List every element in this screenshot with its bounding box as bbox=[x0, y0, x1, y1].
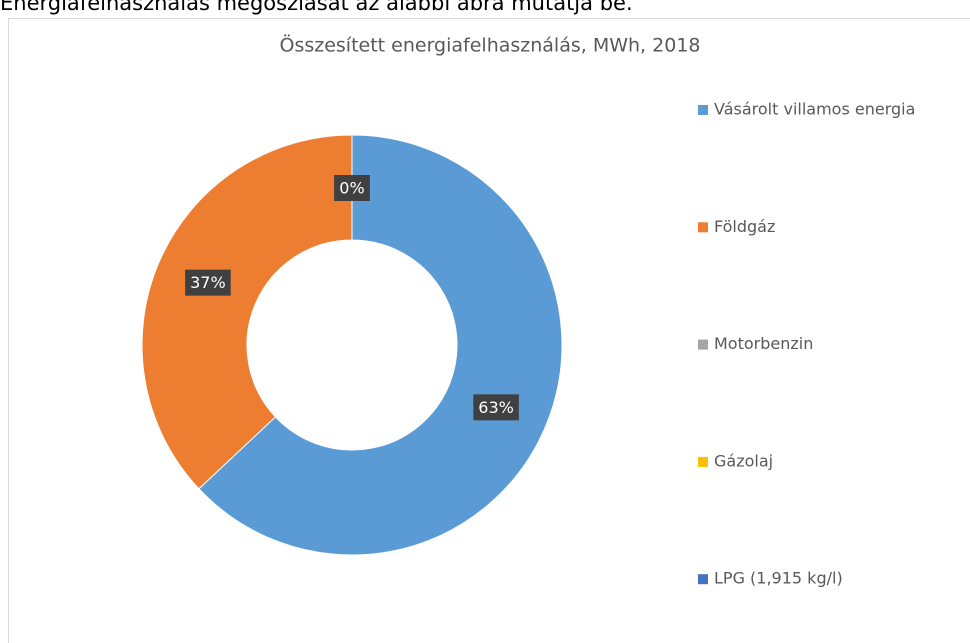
legend-swatch bbox=[698, 574, 708, 585]
donut-segment bbox=[141, 134, 353, 490]
caption: Energiafelhasználás megoszlását az alább… bbox=[0, 0, 633, 15]
legend-swatch bbox=[698, 105, 708, 115]
legend-swatch bbox=[698, 456, 708, 467]
legend-swatch bbox=[698, 339, 708, 350]
legend-label: Vásárolt villamos energia bbox=[714, 100, 915, 119]
data-label: 63% bbox=[473, 394, 519, 421]
legend-label: Motorbenzin bbox=[714, 334, 813, 353]
data-label-text: 0% bbox=[339, 179, 364, 198]
donut-segment bbox=[198, 134, 563, 556]
data-label-box bbox=[334, 175, 370, 201]
data-label: 0% bbox=[334, 175, 370, 201]
data-label: 37% bbox=[185, 269, 231, 296]
legend-label: LPG (1,915 kg/l) bbox=[714, 569, 843, 588]
legend-label: Gázolaj bbox=[714, 451, 773, 470]
data-label-box bbox=[185, 269, 231, 296]
data-label-text: 63% bbox=[478, 398, 514, 417]
data-label-text: 37% bbox=[190, 273, 226, 292]
chart-title: Összesített energiafelhasználás, MWh, 20… bbox=[279, 34, 700, 57]
data-label-box bbox=[473, 394, 519, 421]
legend-swatch bbox=[698, 222, 708, 233]
legend-label: Földgáz bbox=[714, 217, 775, 236]
